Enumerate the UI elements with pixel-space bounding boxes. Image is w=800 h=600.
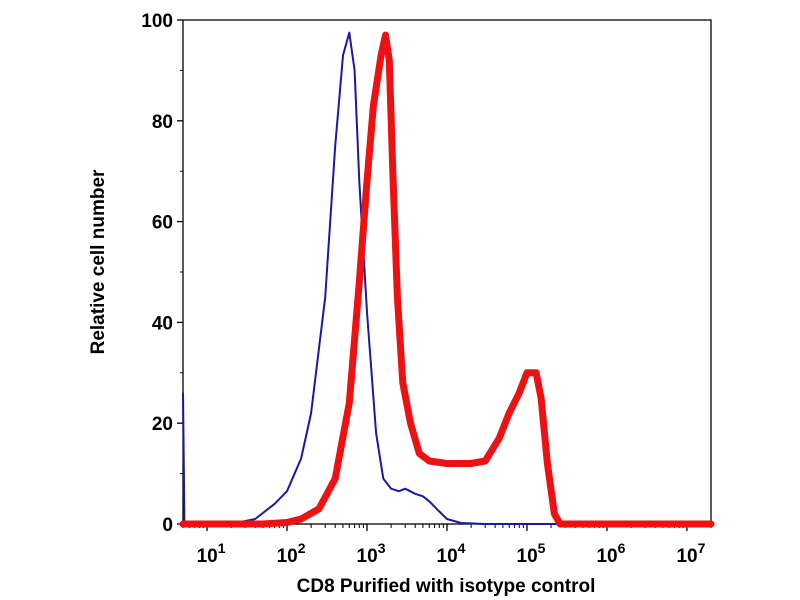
- y-tick-label: 100: [141, 11, 173, 32]
- x-tick-label: 102: [277, 540, 306, 567]
- y-tick-label: 60: [152, 213, 173, 234]
- x-tick-label: 104: [437, 540, 466, 567]
- y-tick-label: 20: [152, 414, 173, 435]
- x-tick-label: 103: [357, 540, 386, 567]
- series-group: [179, 31, 715, 528]
- y-axis: 0 20 40 60 80 100: [141, 11, 183, 536]
- histogram-series-2: [179, 31, 715, 528]
- plot-frame: [182, 19, 712, 525]
- y-tick-label: 0: [162, 515, 173, 536]
- x-axis-title: CD8 Purified with isotype control: [297, 576, 596, 597]
- y-axis-title: Relative cell number: [88, 169, 109, 354]
- plot-border: [182, 19, 712, 525]
- x-tick-label: 107: [676, 540, 705, 567]
- x-tick-label: 106: [596, 540, 625, 567]
- histogram-series-1: [182, 31, 712, 525]
- y-tick-label: 80: [152, 112, 173, 133]
- x-tick-label: 105: [517, 540, 546, 567]
- x-tick-label: 101: [197, 540, 226, 567]
- x-axis: 101 102 103 104 105 106 107: [182, 524, 712, 567]
- y-tick-label: 40: [152, 313, 173, 334]
